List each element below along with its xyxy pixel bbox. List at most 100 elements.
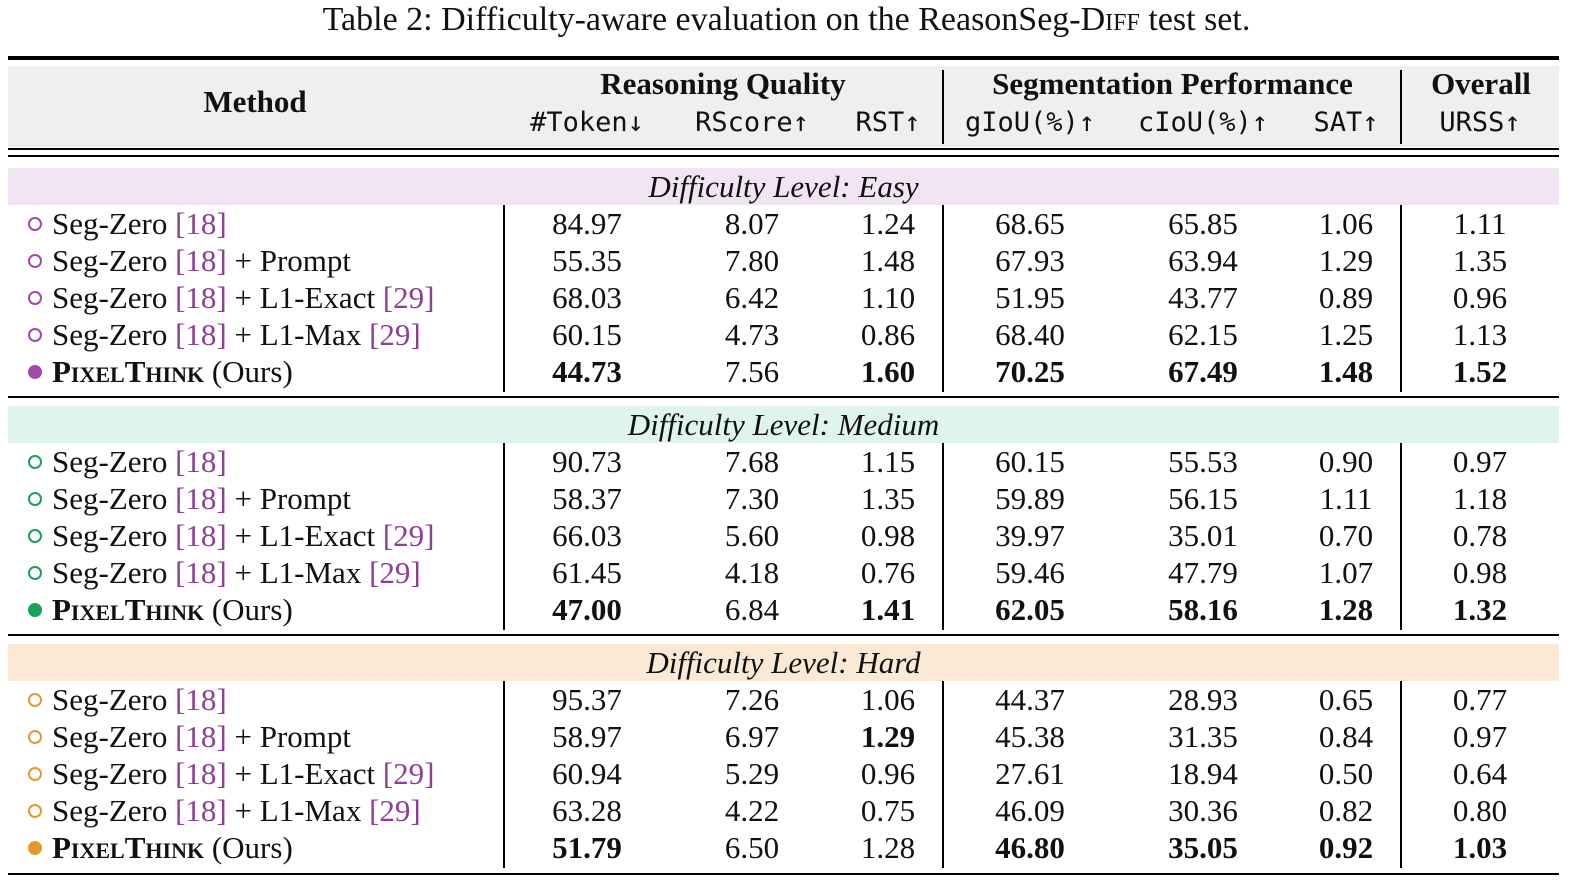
header-divider-2 xyxy=(1400,70,1402,144)
caption-prefix: Table 2: Difficulty-aware evaluation on … xyxy=(322,1,1106,38)
method-name: Seg-Zero [18] + L1-Max [29] xyxy=(28,316,421,353)
citation: [18] xyxy=(175,793,227,828)
hollow-circle-icon xyxy=(28,216,42,231)
hollow-circle-icon xyxy=(28,253,42,268)
hollow-circle-icon xyxy=(28,803,42,818)
table-cell: 1.24 xyxy=(860,206,916,241)
group-overall: Overall xyxy=(1431,66,1531,101)
citation: [18] xyxy=(175,317,227,352)
citation: [29] xyxy=(382,756,435,791)
section-rule xyxy=(8,634,1559,636)
method-suffix: (Ours) xyxy=(204,830,293,865)
method-name: Seg-Zero [18] + Prompt xyxy=(28,718,351,755)
method-suffix: (Ours) xyxy=(204,354,293,389)
table-cell: 51.79 xyxy=(552,830,622,865)
table-cell: 1.48 xyxy=(1318,354,1374,389)
citation: [29] xyxy=(382,518,435,553)
hollow-circle-icon xyxy=(28,454,42,469)
table-cell: 68.03 xyxy=(552,280,622,315)
difficulty-band: Difficulty Level: Medium xyxy=(8,406,1559,443)
table-cell: 59.89 xyxy=(995,481,1065,516)
citation: [18] xyxy=(175,206,227,241)
method-label: Seg-Zero xyxy=(52,682,168,717)
hollow-circle-icon xyxy=(28,491,42,506)
table-cell: 0.76 xyxy=(860,555,916,590)
table-cell: 46.80 xyxy=(995,830,1065,865)
table-cell: 44.37 xyxy=(995,682,1065,717)
method-name: Seg-Zero [18] + L1-Max [29] xyxy=(28,554,421,591)
table-cell: 27.61 xyxy=(995,756,1065,791)
body-divider-segmentation xyxy=(1400,205,1402,392)
method-name: Seg-Zero [18] + L1-Exact [29] xyxy=(28,517,434,554)
citation: [29] xyxy=(369,555,421,590)
method-label: Seg-Zero xyxy=(52,793,168,828)
table-cell: 1.10 xyxy=(860,280,916,315)
body-divider-reasoning xyxy=(942,205,944,392)
column-header-3: gIoU(%)↑ xyxy=(964,107,1096,138)
column-header-6: URSS↑ xyxy=(1439,107,1521,138)
top-rule xyxy=(8,56,1559,60)
difficulty-band: Difficulty Level: Easy xyxy=(8,168,1559,205)
table-cell: 68.65 xyxy=(995,206,1065,241)
table-cell: 47.00 xyxy=(552,592,622,627)
method-label: Seg-Zero xyxy=(52,317,168,352)
table-cell: 0.50 xyxy=(1318,756,1374,791)
method-name: Seg-Zero [18] xyxy=(28,205,227,242)
method-header: Method xyxy=(203,84,307,119)
table-cell: 8.07 xyxy=(724,206,780,241)
difficulty-label: Difficulty Level: Hard xyxy=(646,645,921,680)
table-cell: 68.40 xyxy=(995,317,1065,352)
table-cell: 55.35 xyxy=(552,243,622,278)
table-cell: 0.97 xyxy=(1452,719,1508,754)
hollow-circle-icon xyxy=(28,528,42,543)
filled-circle-icon xyxy=(28,364,42,379)
method-label: Seg-Zero xyxy=(52,206,168,241)
hollow-circle-icon xyxy=(28,327,42,342)
method-suffix: + Prompt xyxy=(226,719,352,754)
table-cell: 1.29 xyxy=(860,719,916,754)
table-header xyxy=(8,66,1559,147)
table-cell: 28.93 xyxy=(1168,682,1238,717)
method-label: Seg-Zero xyxy=(52,719,168,754)
table-cell: 0.92 xyxy=(1318,830,1374,865)
table-cell: 0.80 xyxy=(1452,793,1508,828)
table-cell: 0.70 xyxy=(1318,518,1374,553)
body-divider-segmentation xyxy=(1400,681,1402,868)
method-label: Seg-Zero xyxy=(52,280,168,315)
method-suffix: + L1-Exact xyxy=(226,518,383,553)
method-label: Seg-Zero xyxy=(52,444,168,479)
table-cell: 1.41 xyxy=(860,592,916,627)
citation: [18] xyxy=(175,481,227,516)
column-header-4: cIoU(%)↑ xyxy=(1137,107,1269,138)
method-ours: PixelThink (Ours) xyxy=(28,353,293,390)
method-label: Seg-Zero xyxy=(52,756,168,791)
method-ours: PixelThink (Ours) xyxy=(28,829,293,866)
table-cell: 62.05 xyxy=(995,592,1065,627)
body-divider-segmentation xyxy=(1400,443,1402,630)
table-cell: 1.15 xyxy=(860,444,916,479)
table-cell: 18.94 xyxy=(1168,756,1238,791)
method-name: Seg-Zero [18] + L1-Exact [29] xyxy=(28,279,434,316)
table-cell: 84.97 xyxy=(552,206,622,241)
table-cell: 95.37 xyxy=(552,682,622,717)
difficulty-label: Difficulty Level: Medium xyxy=(627,407,940,442)
method-suffix: + L1-Exact xyxy=(226,280,383,315)
table-cell: 0.89 xyxy=(1318,280,1374,315)
method-suffix: + L1-Max xyxy=(226,793,370,828)
table-cell: 1.32 xyxy=(1452,592,1508,627)
table-cell: 1.11 xyxy=(1453,206,1507,241)
method-label: Seg-Zero xyxy=(52,243,168,278)
table-cell: 7.26 xyxy=(724,682,780,717)
citation: [18] xyxy=(175,682,227,717)
table-cell: 0.96 xyxy=(1452,280,1508,315)
body-divider-method xyxy=(503,205,505,392)
method-label: Seg-Zero xyxy=(52,481,168,516)
method-label: PixelThink xyxy=(52,354,205,389)
table-cell: 1.52 xyxy=(1452,354,1508,389)
table-cell: 47.79 xyxy=(1168,555,1238,590)
table-cell: 58.97 xyxy=(552,719,622,754)
table-cell: 0.97 xyxy=(1452,444,1508,479)
group-segmentation-performance: Segmentation Performance xyxy=(992,66,1353,101)
column-header-0: #Token↓ xyxy=(530,107,644,138)
table-cell: 63.28 xyxy=(552,793,622,828)
